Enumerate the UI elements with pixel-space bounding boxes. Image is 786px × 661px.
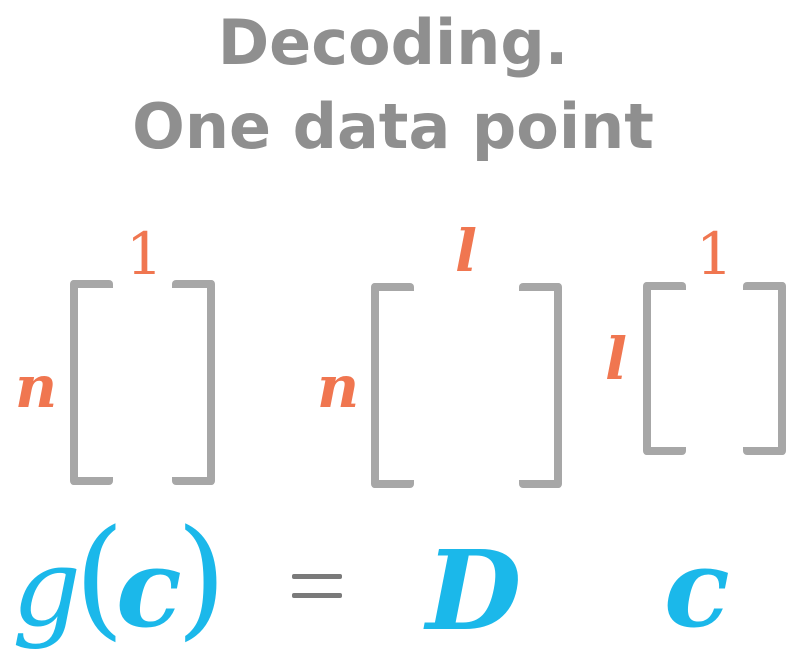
code-c-symbol: c <box>664 526 730 652</box>
equals-upper-line <box>292 574 342 579</box>
argument-c-symbol: c <box>116 526 182 652</box>
output-rows-label: n <box>15 353 58 421</box>
output-cols-label: 1 <box>126 220 163 288</box>
decoder-cols-label: l <box>455 217 478 285</box>
title-line-decoding: Decoding. <box>217 6 569 79</box>
code-right-bracket <box>743 282 786 455</box>
decoder-rows-label: n <box>317 353 360 421</box>
title-line-one-data-point: One data point <box>132 90 654 163</box>
close-parenthesis: ) <box>176 501 227 653</box>
code-left-bracket <box>643 282 686 455</box>
output-right-bracket <box>172 280 215 485</box>
decoder-right-bracket <box>519 283 562 488</box>
code-cols-label: 1 <box>696 220 733 288</box>
decoder-d-symbol: D <box>426 526 522 655</box>
output-left-bracket <box>70 280 113 485</box>
code-rows-label: l <box>605 325 628 393</box>
equals-lower-line <box>292 593 342 598</box>
function-g-symbol: g <box>12 526 82 651</box>
decoder-left-bracket <box>371 283 414 488</box>
equals-sign <box>292 568 342 604</box>
open-parenthesis: ( <box>74 501 125 653</box>
